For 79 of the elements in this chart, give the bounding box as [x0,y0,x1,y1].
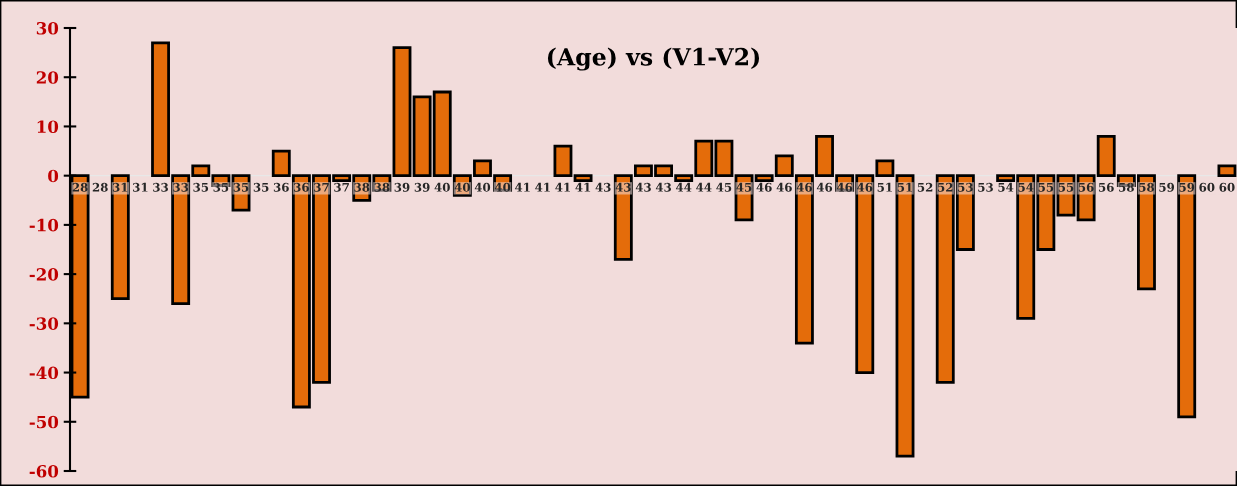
x-tick-label: 41 [575,182,591,192]
bar [1177,174,1197,419]
x-tick-label: 59 [1179,182,1195,192]
y-tick-label: 30 [36,21,59,35]
x-tick-label: 54 [998,182,1014,192]
bar [1217,164,1237,178]
x-tick-label: 43 [595,182,611,192]
x-tick-label: 56 [1078,182,1094,192]
x-tick-label: 39 [394,182,410,192]
x-tick-label: 40 [494,182,511,192]
x-tick-label: 60 [1199,182,1215,192]
bar [392,46,412,178]
x-tick-label: 45 [716,182,732,192]
bar [734,174,754,222]
x-tick-label: 45 [736,182,752,192]
x-tick-label: 58 [1139,182,1155,192]
x-tick-label: 59 [1159,182,1175,192]
x-tick-label: 41 [555,182,570,192]
x-tick-label: 36 [273,182,289,192]
x-tick-label: 51 [897,182,913,192]
x-tick-label: 53 [958,182,973,192]
x-tick-label: 46 [776,182,792,192]
x-tick-label: 51 [877,182,892,192]
bar [110,174,130,301]
y-tick-label: -40 [29,366,59,380]
x-tick-label: 31 [112,182,128,192]
y-tick-label: -20 [29,268,59,281]
x-tick-label: 46 [857,182,873,192]
x-tick-label: 41 [514,182,530,192]
x-tick-label: 35 [253,182,269,192]
x-tick-label: 55 [1038,182,1054,192]
bar [553,144,573,178]
x-tick-label: 44 [696,182,712,192]
x-tick-label: 58 [1119,182,1134,192]
y-tick-label: 20 [36,71,59,84]
x-tick-label: 40 [434,182,450,192]
x-tick-label: 43 [635,182,651,192]
x-tick-label: 28 [72,182,88,192]
x-tick-label: 46 [836,182,853,192]
y-tick-label: -60 [29,464,59,478]
x-tick-label: 46 [796,182,812,192]
x-tick-label: 52 [917,182,933,192]
bar [895,174,915,458]
x-tick-label: 35 [193,182,209,192]
x-tick-label: 38 [354,182,370,192]
x-tick-label: 36 [294,182,309,192]
x-tick-label: 40 [454,182,471,192]
x-tick-label: 46 [756,182,772,192]
y-tick-label: -10 [29,218,59,232]
x-tick-label: 41 [535,182,550,192]
y-tick-label: 10 [37,120,59,134]
x-tick-label: 31 [133,182,148,192]
text: (Age) vs (V1-V2) [547,47,760,71]
x-tick-label: 38 [374,182,390,192]
bar [231,174,251,212]
x-tick-label: 52 [938,182,953,192]
x-tick-label: 28 [92,182,108,192]
x-tick-label: 46 [816,182,833,192]
x-tick-label: 43 [615,182,631,192]
x-tick-label: 40 [474,182,491,192]
x-tick-label: 60 [1219,182,1235,192]
x-tick-label: 39 [414,182,430,192]
x-tick-label: 33 [173,182,189,192]
x-tick-label: 33 [153,182,168,192]
x-tick-label: 37 [314,182,329,192]
x-tick-label: 35 [213,182,229,192]
y-tick-label: -30 [29,317,59,330]
x-tick-label: 55 [1058,182,1074,192]
x-tick-label: 56 [1098,182,1114,192]
x-tick-label: 44 [675,182,692,192]
y-tick-label: 0 [48,169,59,183]
y-tick-label: -50 [29,415,59,429]
bar [573,174,593,182]
bar [1056,174,1076,217]
x-tick-label: 37 [334,182,349,192]
x-tick-label: 53 [978,182,993,192]
x-tick-label: 54 [1018,182,1034,192]
x-tick-label: 35 [233,182,249,192]
x-tick-label: 43 [655,182,672,192]
